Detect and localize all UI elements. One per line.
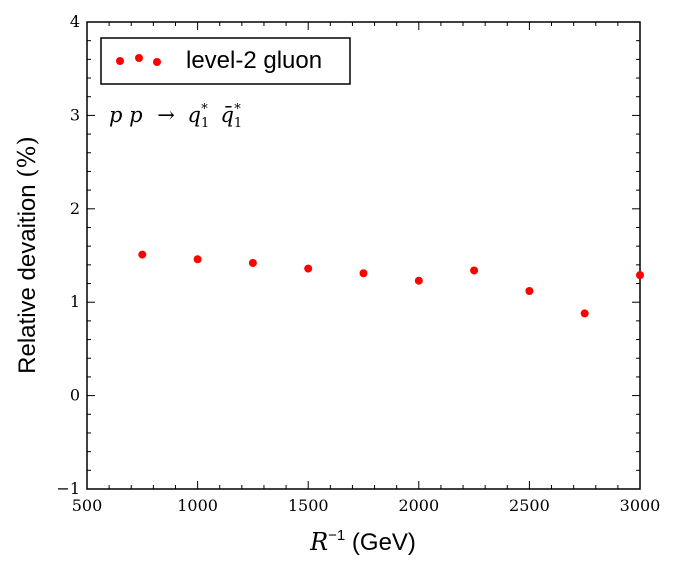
legend: level-2 gluon xyxy=(100,37,351,85)
legend-label: level-2 gluon xyxy=(186,47,322,74)
data-point xyxy=(138,250,147,259)
legend-marker xyxy=(135,54,143,62)
data-point xyxy=(525,286,534,295)
legend-marker xyxy=(153,58,161,66)
legend-marker xyxy=(116,57,124,65)
data-point xyxy=(414,276,423,285)
data-point xyxy=(636,271,644,280)
legend-box xyxy=(100,37,351,85)
data-point xyxy=(304,264,313,273)
x-tick-label: 1000 xyxy=(177,496,218,515)
process-annotation: p p → q1* q̄1* xyxy=(109,94,242,131)
axis-ticks xyxy=(86,21,641,490)
y-tick-label: 0 xyxy=(70,386,80,405)
y-tick-label: −1 xyxy=(56,479,80,498)
data-point xyxy=(580,309,589,318)
y-tick-labels: −1 0 1 2 3 4 xyxy=(56,12,80,498)
data-point xyxy=(470,266,479,275)
x-tick-label: 500 xyxy=(72,496,103,515)
x-tick-labels: 500 1000 1500 2000 2500 3000 xyxy=(72,496,661,515)
data-point xyxy=(359,269,368,278)
y-tick-label: 1 xyxy=(70,292,80,311)
y-tick-label: 2 xyxy=(70,199,80,218)
plot-area xyxy=(86,21,641,490)
y-tick-label: 3 xyxy=(70,105,80,124)
x-tick-label: 2000 xyxy=(398,496,439,515)
y-tick-label: 4 xyxy=(70,12,80,31)
y-axis-label: Relative devaition (%) xyxy=(13,136,41,374)
x-tick-label: 1500 xyxy=(288,496,329,515)
data-points xyxy=(138,250,644,318)
x-axis-label: R−1 (GeV) xyxy=(309,527,416,556)
data-point xyxy=(193,255,202,264)
x-tick-label: 2500 xyxy=(509,496,550,515)
data-point xyxy=(248,258,257,267)
x-tick-label: 3000 xyxy=(620,496,661,515)
